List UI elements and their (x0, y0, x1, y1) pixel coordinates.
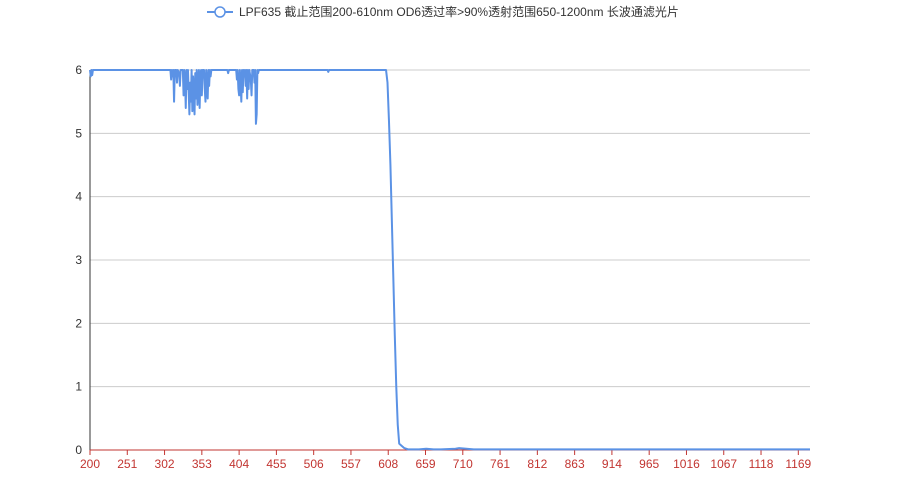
x-tick-label: 965 (639, 457, 659, 471)
y-tick-label: 3 (75, 253, 82, 267)
x-tick-label: 608 (378, 457, 398, 471)
x-tick-label: 812 (527, 457, 547, 471)
x-tick-label: 353 (192, 457, 212, 471)
y-tick-label: 1 (75, 380, 82, 394)
y-axis: 0 1 2 3 4 5 6 (75, 63, 91, 457)
legend-marker-icon (214, 6, 226, 18)
y-tick-label: 0 (75, 443, 82, 457)
series-group (89, 69, 810, 451)
x-tick-label: 506 (304, 457, 324, 471)
y-tick-label: 6 (75, 63, 82, 77)
x-tick-label: 404 (229, 457, 249, 471)
series-line[interactable] (89, 69, 810, 451)
x-tick-label: 1118 (749, 457, 774, 471)
grid-lines (90, 69, 810, 388)
x-tick-label: 251 (117, 457, 137, 471)
x-tick-label: 557 (341, 457, 361, 471)
y-tick-label: 4 (75, 190, 82, 204)
x-tick-label: 659 (415, 457, 435, 471)
x-tick-label: 455 (266, 457, 286, 471)
x-tick-label: 1067 (710, 457, 737, 471)
y-tick-label: 5 (75, 126, 82, 140)
x-tick-label: 863 (565, 457, 585, 471)
x-axis: 200 251 302 353 404 455 506 557 608 659 710 761 812 8… (80, 449, 812, 471)
x-tick-label: 1169 (785, 457, 811, 471)
y-tick-label: 2 (75, 316, 82, 330)
x-tick-label: 302 (155, 457, 175, 471)
x-tick-label: 914 (602, 457, 622, 471)
x-tick-label: 200 (80, 457, 100, 471)
x-tick-label: 1016 (673, 457, 700, 471)
x-tick-label: 710 (453, 457, 473, 471)
legend[interactable]: LPF635 截止范围200-610nm OD6透过率>90%透射范围650-1… (207, 4, 679, 19)
legend-label: LPF635 截止范围200-610nm OD6透过率>90%透射范围650-1… (239, 4, 679, 19)
x-tick-label: 761 (490, 457, 510, 471)
